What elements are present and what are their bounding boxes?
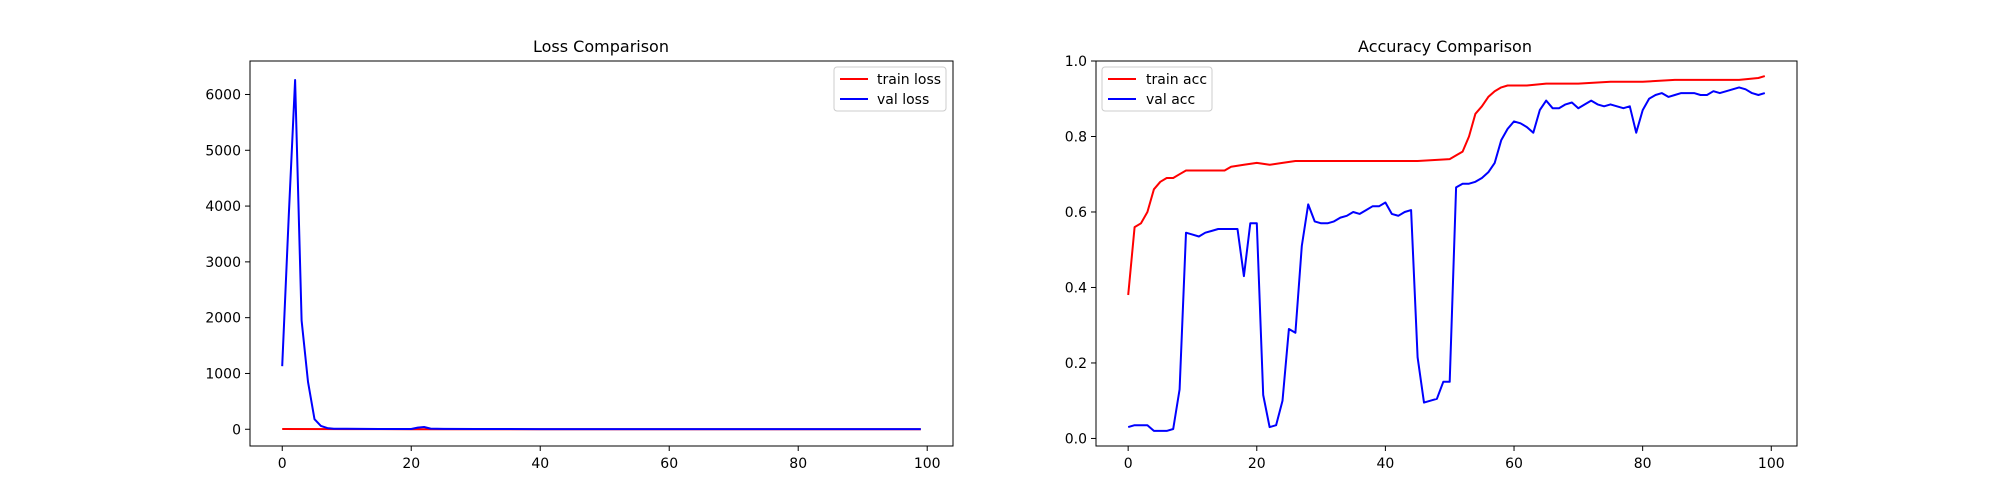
accuracy-series-val-acc [1127, 86, 1766, 432]
legend-label-train-loss: train loss [877, 72, 941, 88]
accuracy-ytick-label: 0.0 [1065, 431, 1087, 447]
loss-chart-lines [281, 79, 921, 431]
accuracy-xtick-label: 40 [1376, 456, 1394, 472]
accuracy-chart: Accuracy Comparison 0 20 40 60 80 100 0.0 0.2 0.… [1065, 37, 1798, 472]
loss-xtick-label: 40 [531, 456, 549, 472]
loss-xtick-label: 80 [789, 456, 807, 472]
loss-ytick-label: 3000 [205, 255, 241, 271]
accuracy-series-train-acc [1127, 75, 1766, 296]
loss-series-val-loss [281, 79, 921, 431]
accuracy-xtick-label: 100 [1758, 456, 1785, 472]
accuracy-chart-lines [1127, 75, 1766, 432]
loss-xtick-label: 100 [914, 456, 941, 472]
accuracy-xtick-label: 20 [1248, 456, 1266, 472]
accuracy-chart-legend: train acc val acc [1101, 66, 1213, 112]
loss-xtick-label: 20 [402, 456, 420, 472]
accuracy-xtick-label: 0 [1124, 456, 1133, 472]
accuracy-chart-frame [1095, 60, 1798, 447]
legend-label-val-acc: val acc [1146, 92, 1195, 108]
loss-chart-title: Loss Comparison [533, 37, 669, 56]
loss-ytick-label: 6000 [205, 87, 241, 103]
loss-xtick-label: 0 [278, 456, 287, 472]
accuracy-ytick-label: 0.4 [1065, 280, 1087, 296]
loss-chart-frame [249, 60, 954, 447]
legend-label-val-loss: val loss [877, 92, 929, 108]
accuracy-chart-ticks: 0 20 40 60 80 100 0.0 0.2 0.4 0.6 0.8 1.0 [1065, 54, 1785, 472]
loss-xtick-label: 60 [660, 456, 678, 472]
accuracy-ytick-label: 1.0 [1065, 54, 1087, 70]
accuracy-xtick-label: 80 [1634, 456, 1652, 472]
loss-ytick-label: 0 [232, 422, 241, 438]
accuracy-ytick-label: 0.6 [1065, 205, 1087, 221]
loss-chart: Loss Comparison 0 20 40 60 80 100010002000300… [205, 37, 954, 472]
accuracy-xtick-label: 60 [1505, 456, 1523, 472]
loss-ytick-label: 4000 [205, 199, 241, 215]
loss-ytick-label: 5000 [205, 143, 241, 159]
loss-chart-legend: train loss val loss [833, 66, 947, 112]
legend-label-train-acc: train acc [1146, 72, 1207, 88]
accuracy-ytick-label: 0.8 [1065, 129, 1087, 145]
accuracy-chart-title: Accuracy Comparison [1358, 37, 1532, 56]
accuracy-ytick-label: 0.2 [1065, 356, 1087, 372]
loss-ytick-label: 1000 [205, 366, 241, 382]
loss-ytick-label: 2000 [205, 311, 241, 327]
